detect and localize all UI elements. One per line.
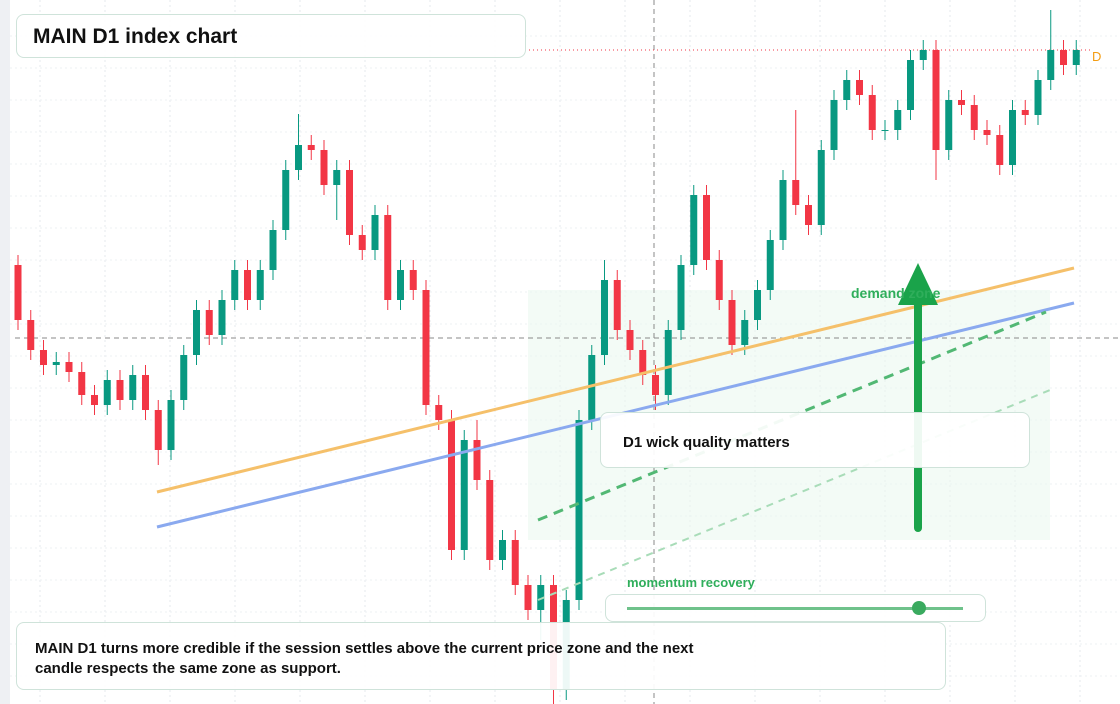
candle-body bbox=[435, 405, 443, 420]
candle-body bbox=[78, 372, 86, 395]
candle-body bbox=[715, 260, 723, 300]
candle-body bbox=[664, 330, 672, 395]
candle-body bbox=[805, 205, 812, 225]
candle-body bbox=[881, 130, 889, 131]
candle-body bbox=[103, 380, 111, 405]
candle-body bbox=[65, 362, 73, 372]
candle-body bbox=[970, 105, 978, 130]
candle-body bbox=[741, 320, 749, 345]
candle-body bbox=[295, 145, 302, 170]
slider-track bbox=[627, 607, 963, 610]
candle-body bbox=[218, 300, 226, 335]
candle-body bbox=[307, 145, 315, 150]
candle-body bbox=[856, 80, 863, 95]
candle-body bbox=[116, 380, 124, 400]
callout: D1 wick quality matters bbox=[623, 434, 790, 451]
candle-body bbox=[205, 310, 213, 335]
slider-knob bbox=[912, 601, 926, 615]
candle-body bbox=[817, 150, 825, 225]
candle-body bbox=[142, 375, 149, 410]
candle-body bbox=[575, 420, 583, 600]
candle-body bbox=[919, 50, 927, 60]
candle-body bbox=[231, 270, 239, 300]
candle-body bbox=[180, 355, 188, 400]
slider-label: momentum recovery bbox=[627, 575, 755, 590]
arrow-head bbox=[898, 263, 938, 305]
candle-body bbox=[511, 540, 519, 585]
candle-body bbox=[129, 375, 137, 400]
candle-body bbox=[830, 100, 838, 150]
candle-body bbox=[894, 110, 902, 130]
candle-body bbox=[346, 170, 353, 235]
candle-body bbox=[167, 400, 175, 450]
candle-body bbox=[193, 310, 200, 355]
candle-body bbox=[524, 585, 532, 610]
candle-body bbox=[766, 240, 774, 290]
candle-body bbox=[358, 235, 366, 250]
candle-body bbox=[244, 270, 251, 300]
candle-body bbox=[652, 375, 659, 395]
title-box: MAIN D1 index chart bbox=[16, 14, 526, 58]
candle-body bbox=[154, 410, 162, 450]
candle-body bbox=[588, 355, 596, 420]
candle-body bbox=[448, 420, 455, 550]
candle-body bbox=[473, 440, 481, 480]
candle-body bbox=[537, 585, 545, 610]
candle-body bbox=[626, 330, 634, 350]
candle-body bbox=[703, 195, 710, 260]
candle-body bbox=[601, 280, 608, 355]
candle-body bbox=[256, 270, 264, 300]
title: MAIN D1 index chart bbox=[33, 25, 238, 48]
candle-body bbox=[282, 170, 290, 230]
candle-body bbox=[728, 300, 736, 345]
candle-body bbox=[639, 350, 647, 375]
candle-body bbox=[1034, 80, 1042, 115]
candle-body bbox=[907, 60, 914, 110]
candle-body bbox=[40, 350, 47, 365]
left-strip bbox=[0, 0, 10, 704]
price-label: D bbox=[1092, 49, 1101, 64]
candle-body bbox=[932, 50, 940, 150]
candle-body bbox=[1021, 110, 1029, 115]
candle-body bbox=[269, 230, 277, 270]
candle-body bbox=[422, 290, 430, 405]
candle-body bbox=[91, 395, 98, 405]
candle-body bbox=[792, 180, 800, 205]
candle-body bbox=[677, 265, 685, 330]
candle-body bbox=[690, 195, 698, 265]
candle-body bbox=[1060, 50, 1067, 65]
candle-body bbox=[958, 100, 965, 105]
candle-body bbox=[460, 440, 468, 550]
candle-body bbox=[320, 150, 328, 185]
candle-body bbox=[397, 270, 404, 300]
candle-body bbox=[409, 270, 417, 290]
candle-body bbox=[779, 180, 787, 240]
candle-body bbox=[333, 170, 341, 185]
candle-body bbox=[486, 480, 494, 560]
candle-body bbox=[945, 100, 953, 150]
candle-body bbox=[499, 540, 506, 560]
candle-body bbox=[754, 290, 761, 320]
candle-body bbox=[371, 215, 379, 250]
slider bbox=[605, 594, 986, 622]
candle-body bbox=[613, 280, 621, 330]
candle-body bbox=[1072, 50, 1080, 65]
candle-body bbox=[14, 265, 22, 320]
candle-body bbox=[1009, 110, 1016, 165]
candle-body bbox=[52, 362, 60, 365]
note-box: MAIN D1 turns more credible if the sessi… bbox=[16, 622, 946, 690]
candle-body bbox=[843, 80, 851, 100]
zone-label: demand zone bbox=[851, 285, 941, 301]
candle-body bbox=[983, 130, 991, 135]
candle-body bbox=[1047, 50, 1055, 80]
candle-body bbox=[384, 215, 392, 300]
candle-body bbox=[868, 95, 876, 130]
candle-body bbox=[27, 320, 35, 350]
note: MAIN D1 turns more credible if the sessi… bbox=[35, 640, 694, 677]
callout-box: D1 wick quality matters bbox=[600, 412, 1030, 468]
candle-body bbox=[996, 135, 1004, 165]
